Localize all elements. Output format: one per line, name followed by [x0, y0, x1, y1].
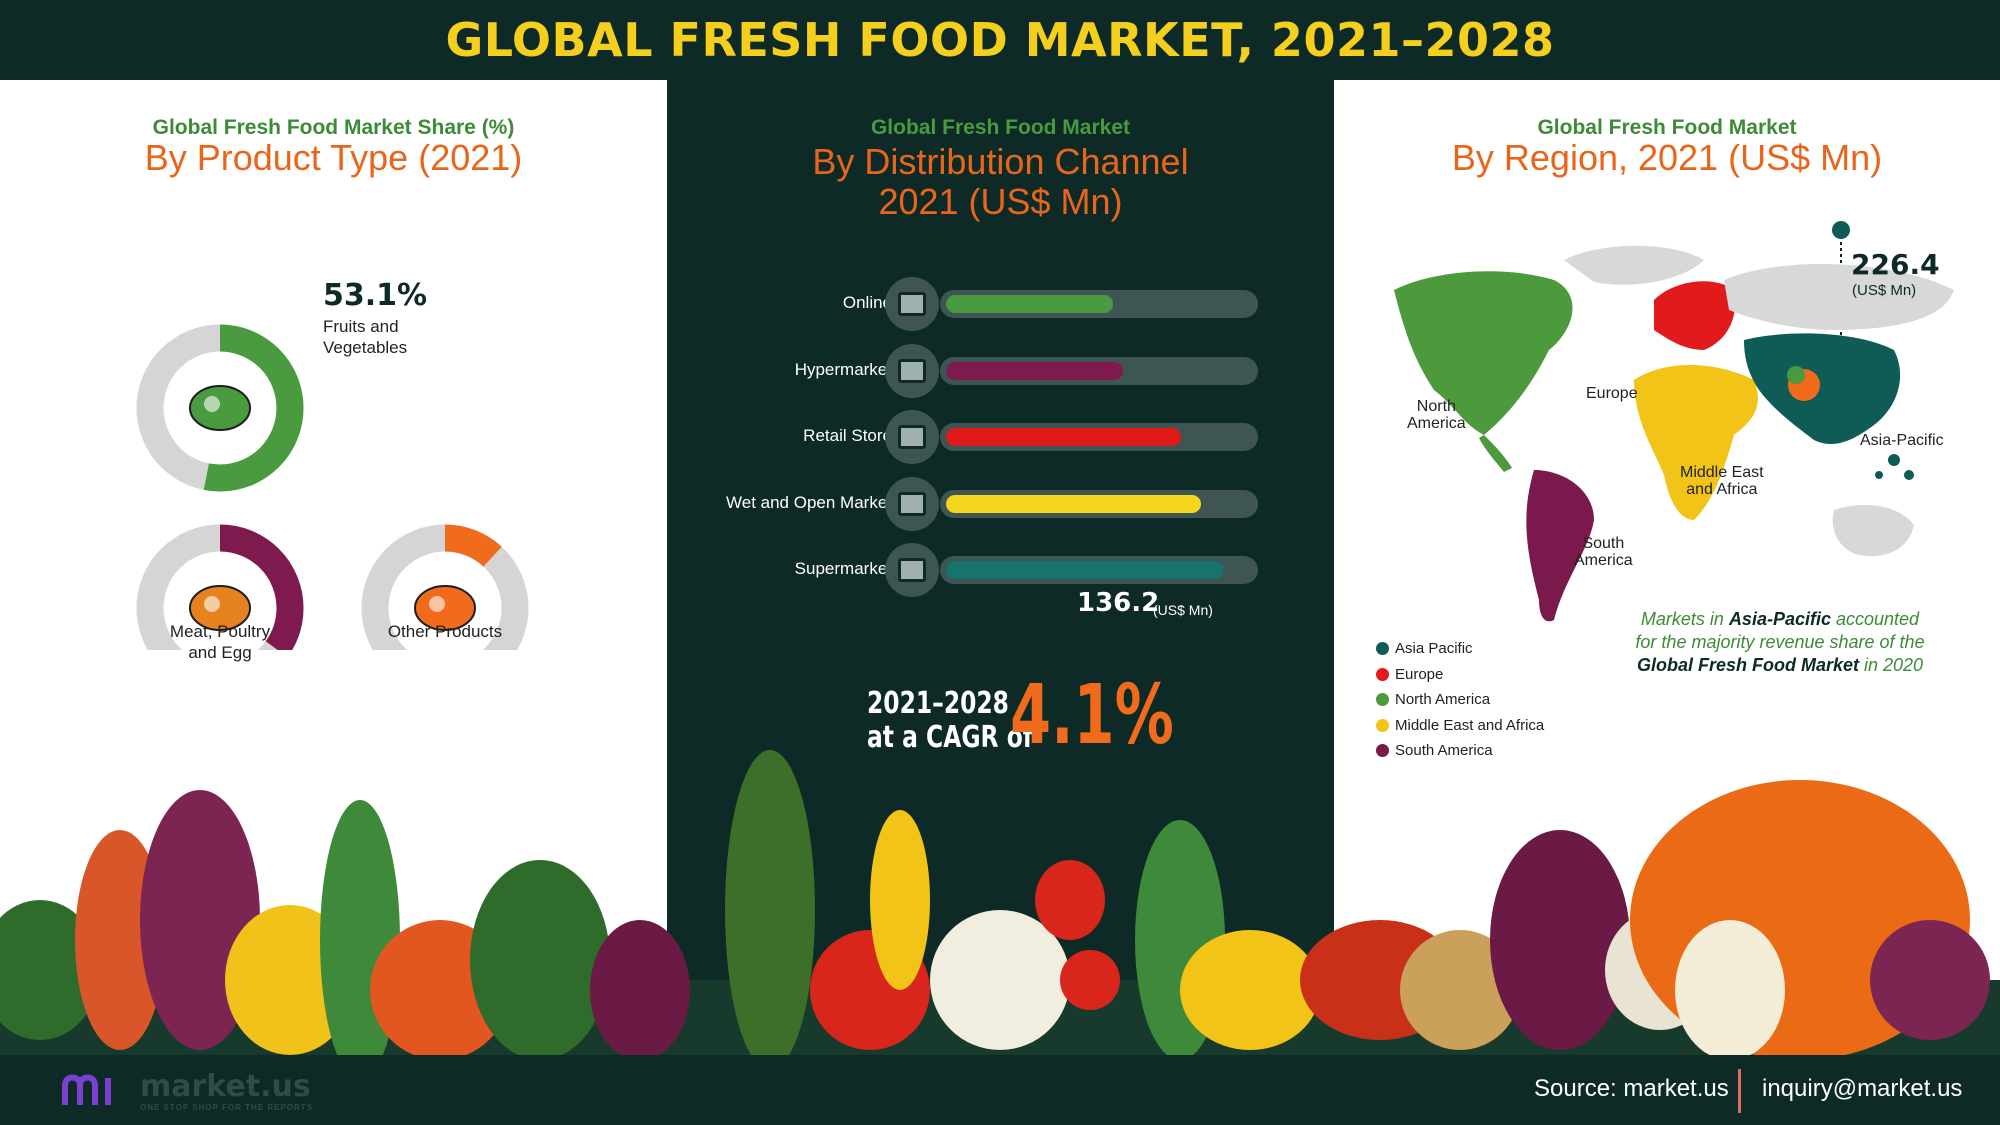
donut-segment-fruits-and-vegetables [136, 324, 304, 492]
cagr-value: 4.1% [1010, 668, 1174, 763]
legend-label: Middle East and Africa [1395, 716, 1545, 734]
note-text-3b: in 2020 [1858, 655, 1924, 675]
legend-swatch [1376, 642, 1389, 655]
region-note-line-1: Markets in Asia-Pacific accounted [1590, 608, 1970, 631]
legend-label: South America [1395, 742, 1493, 759]
label-north-america-2: America [1407, 415, 1466, 432]
label-south-america: South America [1574, 535, 1633, 569]
legend-item-south-america: South America [1376, 742, 1493, 759]
region-highlight-value: 226.4 [1851, 248, 1940, 281]
footer-bar: market.us ONE STOP SHOP FOR THE REPORTS … [0, 1055, 2000, 1125]
inquiry-email-link[interactable]: inquiry@market.us [1762, 1075, 1963, 1102]
donut-segment-meat-poultry-and-egg [136, 524, 304, 650]
bar-track-supermarket [940, 556, 1258, 584]
legend-swatch [1376, 718, 1389, 732]
distribution-subtitle: Global Fresh Food Market [870, 116, 1131, 139]
wet-and-open-market-icon [885, 476, 939, 531]
bar-label-wet-and-open-market: Wet and Open Market [726, 492, 892, 512]
retail-store-icon [885, 410, 939, 464]
vegetable-illustration [0, 750, 2000, 1055]
label-mea-2: and Africa [1686, 481, 1758, 498]
supermarket-value-unit: (US$ Mn) [1153, 602, 1213, 618]
supermarket-icon [885, 543, 939, 597]
fruits-veg-label-1: Fruits and [323, 317, 399, 336]
online-icon [885, 277, 939, 331]
region-note-line-2: for the majority revenue share of the [1635, 632, 1925, 652]
source-text: Source: market.us [1534, 1075, 1729, 1102]
legend-item-europe: Europe [1376, 666, 1443, 683]
market-us-logo-text: market.us [140, 1069, 311, 1104]
other-products-label: Other Products [387, 622, 503, 641]
bar-track-wet-and-open-market [940, 489, 1258, 518]
hypermarket-icon [885, 343, 939, 398]
vegetables-icon [189, 385, 251, 431]
legend-swatch [1376, 693, 1389, 706]
label-south-america-1: South [1582, 535, 1625, 552]
legend-item-asia-pacific: Asia Pacific [1376, 640, 1473, 657]
note-text-1c: accounted [1831, 609, 1920, 629]
bar-track-hypermarket [940, 356, 1258, 385]
region-heading: By Region, 2021 (US$ Mn) [1451, 137, 1883, 178]
distribution-heading-2: 2021 (US$ Mn) [878, 181, 1123, 222]
legend-label: Europe [1395, 665, 1444, 683]
note-text-1b: Asia-Pacific [1728, 609, 1831, 629]
label-middle-east-africa: Middle East and Africa [1680, 464, 1764, 498]
region-note-line-3: Global Fresh Food Market in 2020 [1590, 654, 1970, 677]
bar-wet-and-open-market [946, 494, 1201, 513]
label-mea-1: Middle East [1680, 464, 1764, 481]
supermarket-value: 136.2 [1077, 588, 1160, 618]
market-us-tagline: ONE STOP SHOP FOR THE REPORTS [140, 1103, 314, 1112]
legend-swatch [1376, 744, 1389, 757]
label-north-america: North America [1407, 398, 1466, 432]
world-map [1394, 221, 1954, 622]
page-title: GLOBAL FRESH FOOD MARKET, 2021–2028 [445, 13, 1555, 67]
meat-label-2: and Egg [188, 643, 252, 662]
cagr-years: 2021–2028 [867, 686, 1009, 721]
bar-track-online [940, 290, 1258, 318]
roast-chicken-icon [189, 585, 251, 631]
legend-item-north-america: North America [1376, 691, 1490, 708]
header-bar: GLOBAL FRESH FOOD MARKET, 2021–2028 [0, 0, 2000, 80]
bar-label-supermarket: Supermarket [794, 559, 892, 578]
bar-retail-store [946, 428, 1181, 446]
bar-supermarket [946, 561, 1224, 579]
product-type-subtitle: Global Fresh Food Market Share (%) [152, 116, 515, 139]
fruits-veg-label-2: Vegetables [323, 338, 408, 357]
donut-segment-other-products [361, 524, 529, 650]
bar-track-retail-store [940, 423, 1258, 451]
note-text-3a: Global Fresh Food Market [1636, 655, 1859, 675]
bar-hypermarket [946, 361, 1124, 380]
label-north-america-1: North [1416, 398, 1456, 415]
product-type-donuts [136, 324, 529, 650]
region-note: Markets in Asia-Pacific accounted for th… [1590, 608, 1970, 677]
region-highlight-unit: (US$ Mn) [1852, 282, 1917, 299]
label-asia-pacific: Asia-Pacific [1860, 432, 1944, 449]
footer-divider [1738, 1069, 1741, 1113]
fruits-veg-percent: 53.1% [323, 278, 428, 313]
bar-label-hypermarket: Hypermarket [794, 359, 892, 379]
meat-label-1: Meat, Poultry [169, 622, 271, 641]
distribution-heading-1: By Distribution Channel [812, 141, 1189, 182]
salmon-steak-icon [414, 585, 476, 631]
bar-label-retail-store: Retail Store [803, 426, 892, 445]
label-south-america-2: America [1574, 552, 1633, 569]
bar-label-online: Online [842, 293, 892, 312]
cagr-caption: at a CAGR of [867, 720, 1033, 755]
label-europe: Europe [1586, 385, 1638, 402]
market-us-logo-icon [62, 1074, 111, 1105]
legend-label: North America [1395, 691, 1491, 708]
legend-swatch [1376, 667, 1389, 681]
legend-item-middle-east-and-africa: Middle East and Africa [1376, 717, 1544, 734]
product-type-heading: By Product Type (2021) [144, 137, 523, 178]
region-subtitle: Global Fresh Food Market [1537, 116, 1797, 139]
note-text-1a: Markets in [1640, 609, 1729, 629]
bar-online [946, 295, 1114, 313]
legend-label: Asia Pacific [1395, 640, 1473, 657]
